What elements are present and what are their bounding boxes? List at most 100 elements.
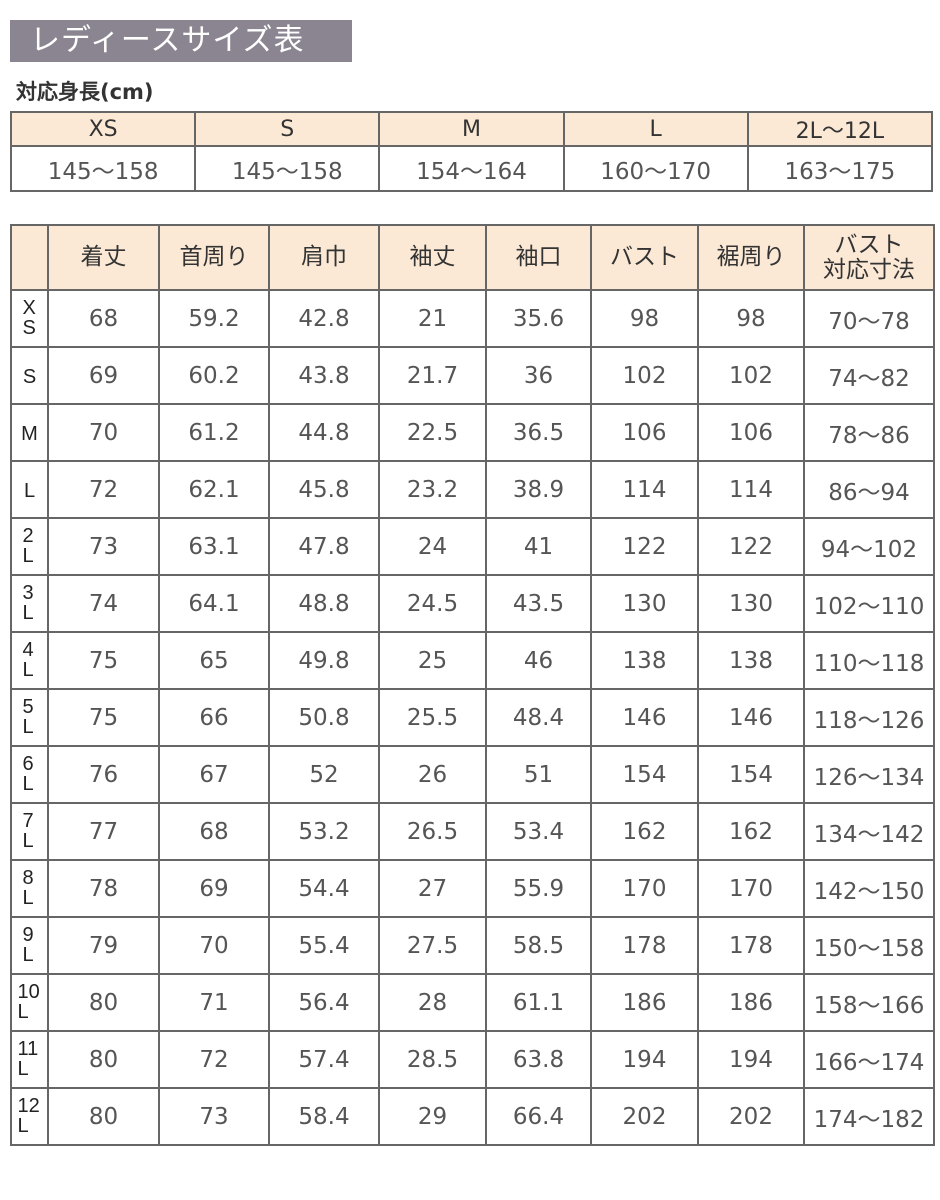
size-label: 12L (17, 1094, 40, 1137)
measurement-cell: 162 (697, 802, 805, 861)
measurement-cell: 22.5 (378, 403, 487, 462)
measurement-cell: 68 (158, 802, 270, 861)
page-title: レディースサイズ表 (10, 20, 352, 62)
height-range-cell: 145〜158 (9, 145, 197, 192)
measurement-cell: 77 (47, 802, 160, 861)
size-label-cell: 7L (10, 802, 49, 861)
measurement-cell: 72 (47, 460, 160, 519)
table-row: 5L 75 66 50.8 25.5 48.4 146 146 118〜126 (10, 688, 935, 747)
measurement-cell: 122 (697, 517, 805, 576)
measurement-cell: 23.2 (378, 460, 487, 519)
measurement-cell: 43.8 (268, 346, 380, 405)
measurement-cell: 75 (47, 631, 160, 690)
measurement-cell: 102〜110 (803, 574, 935, 633)
measurement-cell: 72 (158, 1030, 270, 1089)
measurement-cell: 174〜182 (803, 1087, 935, 1146)
size-label: 8L (22, 866, 34, 909)
size-label: 5L (22, 695, 34, 738)
measurement-cell: 186 (697, 973, 805, 1032)
size-label: 4L (22, 638, 34, 681)
column-header: 袖口 (485, 224, 592, 291)
size-label-cell: 9L (10, 916, 49, 975)
measurement-cell: 75 (47, 688, 160, 747)
measurement-cell: 78 (47, 859, 160, 918)
table-row: 10L 80 71 56.4 28 61.1 186 186 158〜166 (10, 973, 935, 1032)
measurement-cell: 118〜126 (803, 688, 935, 747)
measurement-cell: 21 (378, 289, 487, 348)
measurement-cell: 56.4 (268, 973, 380, 1032)
measurement-cell: 60.2 (158, 346, 270, 405)
measurement-cell: 61.1 (485, 973, 592, 1032)
column-header (10, 224, 49, 291)
column-header: 着丈 (47, 224, 160, 291)
measurement-cell: 43.5 (485, 574, 592, 633)
measurement-cell: 63.1 (158, 517, 270, 576)
measurement-cell: 36 (485, 346, 592, 405)
measurement-cell: 62.1 (158, 460, 270, 519)
measurement-cell: 59.2 (158, 289, 270, 348)
measurement-cell: 61.2 (158, 403, 270, 462)
size-label: S (22, 365, 37, 388)
measurement-cell: 110〜118 (803, 631, 935, 690)
table-row: 7L 77 68 53.2 26.5 53.4 162 162 134〜142 (10, 802, 935, 861)
size-label: 9L (22, 923, 34, 966)
measurement-cell: 50.8 (268, 688, 380, 747)
measurement-cell: 142〜150 (803, 859, 935, 918)
measurement-cell: 70〜78 (803, 289, 935, 348)
measurement-cell: 71 (158, 973, 270, 1032)
measurement-cell: 134〜142 (803, 802, 935, 861)
height-range-cell: 145〜158 (194, 145, 381, 192)
measurement-cell: 166〜174 (803, 1030, 935, 1089)
height-section-label: 対応身長(cm) (16, 80, 154, 104)
measurement-cell: 28 (378, 973, 487, 1032)
size-label: 7L (22, 809, 34, 852)
measurement-cell: 76 (47, 745, 160, 804)
height-range-cell: 160〜170 (562, 145, 749, 192)
measurement-cell: 178 (590, 916, 699, 975)
measurement-cell: 122 (590, 517, 699, 576)
height-header-row: XS S M L 2L〜12L (9, 111, 934, 147)
size-label: 10L (17, 980, 40, 1023)
height-table: XS S M L 2L〜12L 145〜158 145〜158 154〜164 160〜170… (9, 111, 934, 192)
measurement-cell: 70 (47, 403, 160, 462)
height-range-cell: 163〜175 (746, 145, 934, 192)
measurement-cell: 68 (47, 289, 160, 348)
measurement-cell: 27.5 (378, 916, 487, 975)
measurement-cell: 80 (47, 973, 160, 1032)
measurement-cell: 138 (697, 631, 805, 690)
measurement-cell: 202 (697, 1087, 805, 1146)
measurement-cell: 35.6 (485, 289, 592, 348)
measurement-cell: 53.4 (485, 802, 592, 861)
measurement-cell: 41 (485, 517, 592, 576)
measurement-cell: 65 (158, 631, 270, 690)
size-label-cell: S (10, 346, 49, 405)
measurement-cell: 55.4 (268, 916, 380, 975)
measurement-cell: 57.4 (268, 1030, 380, 1089)
height-size-header: L (562, 111, 749, 147)
size-label: XS (22, 296, 36, 339)
size-label: 6L (22, 752, 34, 795)
measurement-cell: 53.2 (268, 802, 380, 861)
measurement-cell: 46 (485, 631, 592, 690)
measurement-cell: 170 (590, 859, 699, 918)
measurement-cell: 114 (590, 460, 699, 519)
size-label: 2L (22, 524, 34, 567)
measurement-cell: 86〜94 (803, 460, 935, 519)
measurement-cell: 106 (697, 403, 805, 462)
measurement-cell: 102 (590, 346, 699, 405)
size-label-cell: L (10, 460, 49, 519)
column-header: 首周り (158, 224, 270, 291)
measurement-cell: 67 (158, 745, 270, 804)
measurement-cell: 58.4 (268, 1087, 380, 1146)
measurement-cell: 69 (47, 346, 160, 405)
measurement-cell: 138 (590, 631, 699, 690)
measurement-cell: 80 (47, 1030, 160, 1089)
measurement-cell: 74 (47, 574, 160, 633)
measurement-cell: 63.8 (485, 1030, 592, 1089)
measurement-cell: 44.8 (268, 403, 380, 462)
measurement-cell: 178 (697, 916, 805, 975)
measurement-cell: 74〜82 (803, 346, 935, 405)
table-row: 2L 73 63.1 47.8 24 41 122 122 94〜102 (10, 517, 935, 576)
size-label-cell: 3L (10, 574, 49, 633)
table-row: 6L 76 67 52 26 51 154 154 126〜134 (10, 745, 935, 804)
